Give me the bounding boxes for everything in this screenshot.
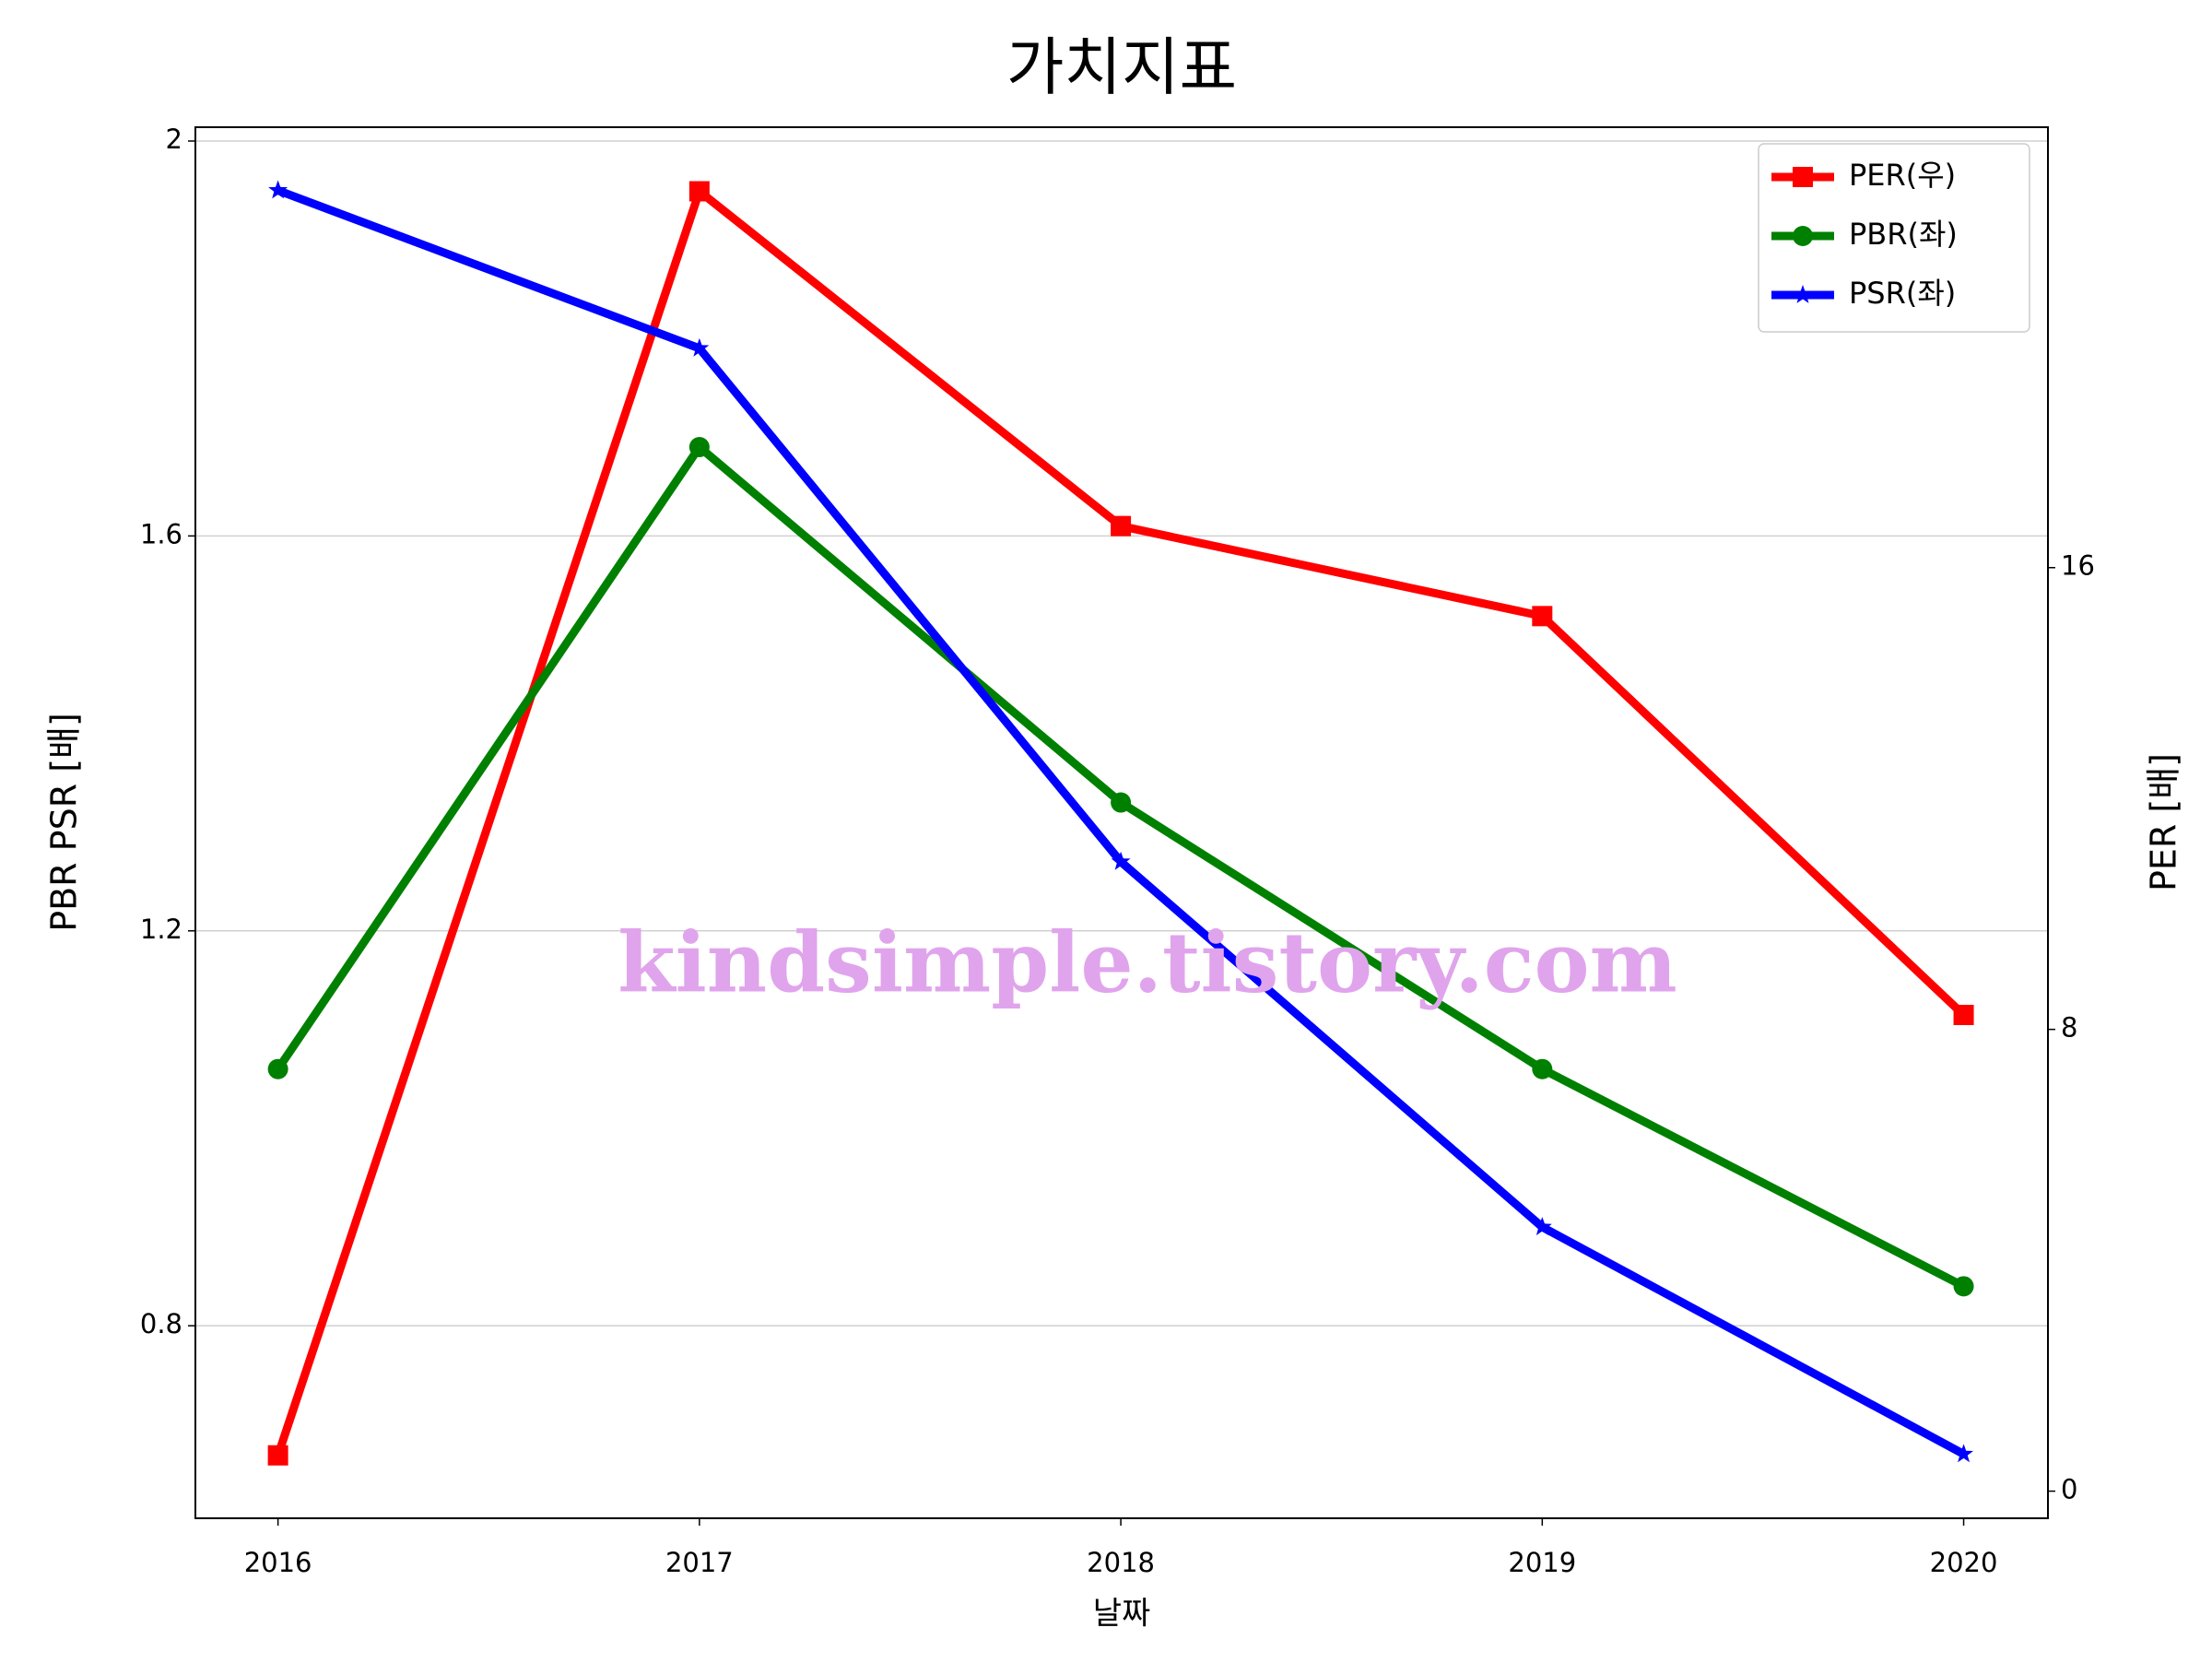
marker bbox=[1532, 1058, 1553, 1079]
y2-tick-label: 8 bbox=[2061, 1012, 2077, 1044]
legend-label: PBR(좌) bbox=[1849, 217, 1958, 252]
marker bbox=[1953, 1276, 1974, 1297]
y-tick-label: 1.2 bbox=[140, 914, 182, 945]
marker bbox=[1953, 1005, 1974, 1026]
marker bbox=[688, 436, 710, 457]
marker bbox=[689, 337, 710, 357]
x-tick-label: 2016 bbox=[244, 1547, 312, 1578]
legend-marker bbox=[1793, 226, 1813, 246]
legend: PER(우) PBR(좌) PSR(좌) bbox=[1758, 143, 2030, 333]
legend-marker bbox=[1793, 285, 1813, 303]
y-tick-label: 2 bbox=[166, 124, 182, 155]
x-tick-label: 2019 bbox=[1508, 1547, 1576, 1578]
y-tick-label: 1.6 bbox=[140, 518, 182, 549]
marker bbox=[267, 1445, 288, 1466]
marker bbox=[1111, 851, 1131, 870]
marker bbox=[1111, 792, 1132, 813]
x-tick-label: 2018 bbox=[1087, 1547, 1155, 1578]
legend-label: PSR(좌) bbox=[1849, 276, 1956, 311]
y2-tick-label: 0 bbox=[2061, 1474, 2077, 1505]
x-tick-label: 2017 bbox=[665, 1547, 734, 1578]
marker bbox=[1532, 606, 1553, 627]
y-axis-label: PBR PSR [배] bbox=[44, 713, 85, 932]
legend-label: PER(우) bbox=[1849, 158, 1956, 193]
marker bbox=[1111, 515, 1132, 537]
plot-frame bbox=[194, 126, 2049, 1519]
marker bbox=[1954, 1444, 1973, 1463]
legend-box bbox=[1758, 143, 2030, 333]
marker bbox=[267, 1058, 288, 1079]
y2-tick-label: 16 bbox=[2061, 550, 2095, 582]
legend-marker bbox=[1793, 167, 1813, 187]
marker bbox=[268, 180, 288, 199]
y2-axis-label: PER [배] bbox=[2144, 753, 2184, 891]
marker bbox=[1532, 1217, 1552, 1235]
chart-title: 가치지표 bbox=[1006, 32, 1237, 105]
watermark: kindsimple.tistory.com bbox=[618, 914, 1677, 1012]
x-axis-label: 날짜 bbox=[1093, 1596, 1151, 1633]
y-tick-label: 0.8 bbox=[140, 1308, 182, 1339]
marker bbox=[688, 181, 710, 202]
x-tick-label: 2020 bbox=[1930, 1547, 1998, 1578]
